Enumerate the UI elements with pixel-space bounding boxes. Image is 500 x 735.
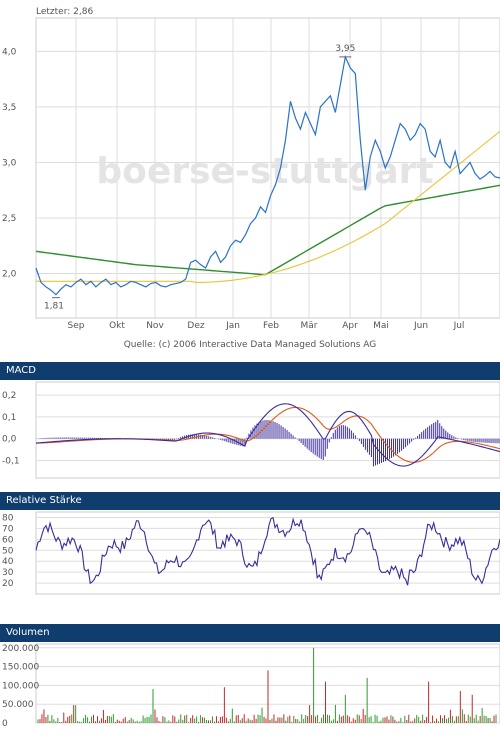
rsi-y-tick: 70 xyxy=(2,524,14,534)
price-x-tick: Jul xyxy=(453,321,465,331)
volume-y-tick: 0 xyxy=(2,719,8,729)
last-price-label: Letzter: 2,86 xyxy=(36,7,93,17)
macd-header: MACD xyxy=(0,362,500,380)
rsi-title: Relative Stärke xyxy=(6,495,82,506)
macd-y-tick: 0,1 xyxy=(2,413,16,423)
price-x-tick: Mai xyxy=(373,321,389,331)
volume-y-tick: 200.000 xyxy=(2,644,39,654)
price-x-tick: Mär xyxy=(301,321,318,331)
macd-y-tick: 0,0 xyxy=(2,435,17,445)
price-x-tick: Apr xyxy=(342,321,358,331)
price-y-tick: 2,0 xyxy=(2,270,17,280)
rsi-line xyxy=(35,516,500,586)
source-note: Quelle: (c) 2006 Interactive Data Manage… xyxy=(124,340,377,350)
macd-line xyxy=(35,403,500,467)
rsi-y-tick: 30 xyxy=(2,568,14,578)
volume-title: Volumen xyxy=(6,627,50,638)
macd-title: MACD xyxy=(6,365,36,376)
volume-header: Volumen xyxy=(0,624,500,642)
max-price-label: 3,95 xyxy=(335,44,355,54)
rsi-header: Relative Stärke xyxy=(0,492,500,510)
price-plot-frame xyxy=(35,17,500,319)
price-x-tick: Sep xyxy=(68,321,85,331)
rsi-y-tick: 40 xyxy=(2,557,14,567)
min-price-label: 1,81 xyxy=(44,302,64,312)
rsi-y-tick: 80 xyxy=(2,513,14,523)
rsi-y-tick: 20 xyxy=(2,579,14,589)
price-line xyxy=(35,54,500,296)
volume-y-tick: 150.000 xyxy=(2,663,39,673)
macd-frame xyxy=(35,381,500,479)
watermark: boerse-stuttgart xyxy=(96,151,433,192)
ma-short-line xyxy=(36,130,500,283)
price-x-tick: Nov xyxy=(146,321,164,331)
rsi-y-tick: 60 xyxy=(2,535,14,545)
price-x-tick: Jun xyxy=(413,321,428,331)
ma-long-line xyxy=(35,184,500,276)
price-x-tick: Jan xyxy=(225,321,240,331)
macd-y-tick: 0,2 xyxy=(2,391,16,401)
macd-y-tick: -0,1 xyxy=(2,457,20,467)
volume-y-tick: 100.000 xyxy=(2,681,39,691)
price-y-tick: 4,0 xyxy=(2,47,17,57)
price-y-tick: 2,5 xyxy=(2,214,16,224)
price-y-tick: 3,0 xyxy=(2,158,17,168)
price-x-tick: Dez xyxy=(187,321,204,331)
volume-y-tick: 50.000 xyxy=(2,700,34,710)
price-y-tick: 3,5 xyxy=(2,103,16,113)
price-x-tick: Feb xyxy=(263,321,279,331)
price-x-tick: Okt xyxy=(109,321,125,331)
rsi-frame xyxy=(35,511,500,595)
rsi-y-tick: 50 xyxy=(2,546,14,556)
